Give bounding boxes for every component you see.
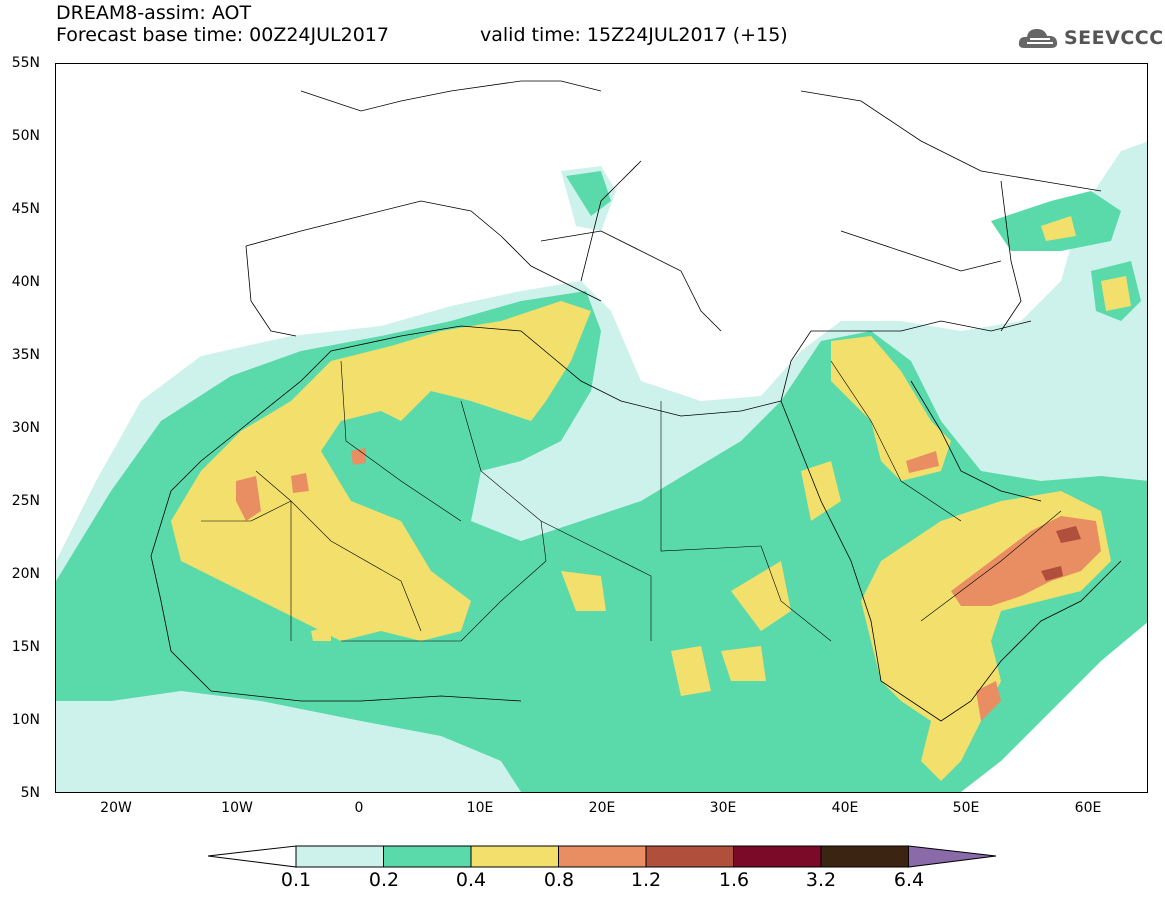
- colorbar-label-3.2: 3.2: [805, 869, 837, 891]
- lon-label-50e: 50E: [952, 800, 980, 816]
- lon-label-20w: 20W: [100, 800, 132, 816]
- aot-band-0.4: [171, 216, 1131, 781]
- lon-label-60e: 60E: [1074, 800, 1102, 816]
- lon-label-10e: 10E: [466, 800, 494, 816]
- lon-label-0: 0: [354, 800, 364, 816]
- lat-label-25n: 25N: [11, 493, 40, 509]
- lat-label-55n: 55N: [11, 55, 40, 71]
- lat-label-20n: 20N: [11, 566, 40, 582]
- colorbar-label-0.4: 0.4: [455, 869, 487, 891]
- forecast-base-time: Forecast base time: 00Z24JUL2017: [56, 24, 389, 46]
- colorbar-seg-6: [820, 845, 909, 868]
- lat-label-40n: 40N: [11, 274, 40, 290]
- coastlines: [150, 80, 1122, 722]
- lon-label-30e: 30E: [709, 800, 737, 816]
- colorbar-label-1.2: 1.2: [630, 869, 662, 891]
- colorbar-seg-1: [383, 845, 472, 868]
- colorbar-seg-2: [470, 845, 559, 868]
- colorbar-seg-0: [295, 845, 384, 868]
- lon-label-20e: 20E: [588, 800, 616, 816]
- lat-label-35n: 35N: [11, 347, 40, 363]
- lat-label-30n: 30N: [11, 420, 40, 436]
- colorbar-label-1.6: 1.6: [718, 869, 750, 891]
- colorbar-seg-3: [558, 845, 647, 868]
- seevccc-logo: SEEVCCC: [1018, 24, 1163, 54]
- logo-text: SEEVCCC: [1064, 27, 1164, 49]
- cloud-icon: [1018, 29, 1058, 48]
- lon-label-40e: 40E: [831, 800, 859, 816]
- colorbar-seg-5: [733, 845, 822, 868]
- lat-label-45n: 45N: [11, 201, 40, 217]
- colorbar-seg-4: [645, 845, 734, 868]
- colorbar-label-0.2: 0.2: [368, 869, 400, 891]
- borders: [201, 360, 1062, 642]
- lat-label-15n: 15N: [11, 639, 40, 655]
- valid-time: valid time: 15Z24JUL2017 (+15): [480, 24, 788, 46]
- aot-map: [55, 63, 1148, 793]
- lon-label-10w: 10W: [221, 800, 253, 816]
- lat-label-10n: 10N: [11, 712, 40, 728]
- lat-label-50n: 50N: [11, 128, 40, 144]
- colorbar-low-arrow: [207, 845, 297, 868]
- lat-label-5n: 5N: [20, 785, 40, 801]
- aot-band-1.2: [1041, 526, 1081, 581]
- colorbar-label-6.4: 6.4: [893, 869, 925, 891]
- aot-colorbar: [207, 845, 997, 868]
- colorbar-label-0.8: 0.8: [543, 869, 575, 891]
- map-title: DREAM8-assim: AOT: [56, 2, 252, 24]
- colorbar-label-0.1: 0.1: [280, 869, 312, 891]
- colorbar-high-arrow: [908, 845, 997, 868]
